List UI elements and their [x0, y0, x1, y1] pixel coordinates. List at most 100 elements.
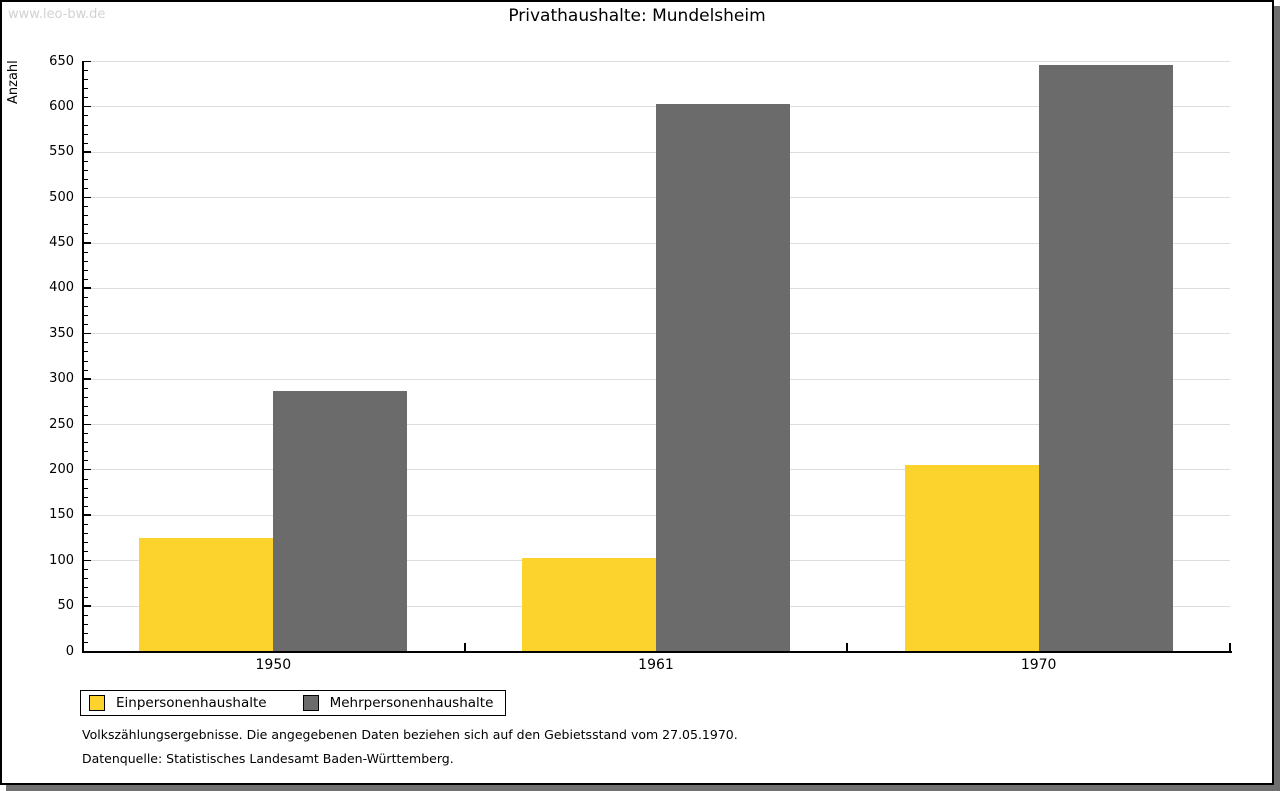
- y-minor-tick: [84, 188, 88, 190]
- footnote-datenquelle: Datenquelle: Statistisches Landesamt Bad…: [82, 751, 454, 766]
- y-minor-tick: [84, 387, 88, 389]
- y-major-tick: [84, 196, 91, 199]
- y-tick-label: 0: [65, 643, 74, 659]
- y-minor-tick: [84, 496, 88, 498]
- y-minor-tick: [84, 578, 88, 580]
- bar-einpersonenhaushalte-1961: [522, 558, 656, 651]
- legend-label-mehrpersonenhaushalte: Mehrpersonenhaushalte: [329, 695, 494, 711]
- y-minor-tick: [84, 369, 88, 371]
- legend-label-einpersonenhaushalte: Einpersonenhaushalte: [116, 695, 267, 711]
- watermark-link: www.leo-bw.de: [8, 7, 106, 22]
- y-minor-tick: [84, 133, 88, 135]
- y-minor-tick: [84, 124, 88, 126]
- y-minor-tick: [84, 596, 88, 598]
- bar-einpersonenhaushalte-1970: [904, 465, 1039, 651]
- y-minor-tick: [84, 206, 88, 208]
- chart-title: Privathaushalte: Mundelsheim: [508, 6, 766, 26]
- legend-item-mehrpersonenhaushalte: Mehrpersonenhaushalte: [302, 695, 494, 711]
- y-minor-tick: [84, 433, 88, 435]
- y-major-tick: [84, 559, 91, 562]
- y-tick-label: 300: [49, 371, 74, 387]
- y-minor-tick: [84, 142, 88, 144]
- x-tick-label: 1950: [255, 657, 292, 673]
- y-minor-tick: [84, 623, 88, 625]
- y-tick-label: 250: [49, 416, 74, 432]
- y-major-tick: [84, 151, 91, 153]
- y-major-tick: [84, 378, 91, 380]
- y-minor-tick: [84, 569, 88, 571]
- y-tick-label: 350: [49, 325, 74, 341]
- y-minor-tick: [84, 278, 88, 280]
- y-minor-tick: [84, 215, 88, 217]
- y-major-tick: [84, 60, 91, 62]
- y-minor-tick: [84, 442, 88, 444]
- y-minor-tick: [84, 233, 88, 235]
- y-tick-label: 400: [49, 280, 74, 296]
- y-minor-tick: [84, 97, 88, 99]
- y-minor-tick: [84, 260, 88, 262]
- y-minor-tick: [84, 587, 88, 589]
- y-minor-tick: [84, 614, 88, 616]
- y-minor-tick: [84, 396, 88, 398]
- y-minor-tick: [84, 179, 88, 180]
- y-tick-label: 500: [49, 189, 74, 205]
- y-major-tick: [84, 423, 91, 426]
- y-major-tick: [84, 514, 91, 516]
- y-major-tick: [84, 242, 91, 244]
- y-minor-tick: [84, 306, 88, 308]
- x-boundary-tick: [463, 643, 466, 651]
- y-minor-tick: [84, 224, 88, 226]
- bar-mehrpersonenhaushalte-1970: [1038, 65, 1173, 651]
- y-minor-tick: [84, 641, 88, 643]
- y-minor-tick: [84, 551, 88, 553]
- y-minor-tick: [84, 505, 88, 507]
- y-major-tick: [84, 332, 91, 335]
- y-minor-tick: [84, 460, 88, 462]
- y-axis-line: [82, 61, 84, 651]
- y-minor-tick: [84, 79, 88, 81]
- x-boundary-tick: [1229, 643, 1231, 651]
- y-gridline: [82, 61, 1230, 62]
- y-major-tick: [84, 105, 91, 108]
- y-major-tick: [84, 650, 91, 652]
- y-tick-label: 200: [49, 461, 74, 477]
- y-tick-label: 50: [57, 598, 74, 614]
- y-tick-label: 450: [49, 235, 74, 251]
- y-minor-tick: [84, 88, 88, 90]
- y-minor-tick: [84, 342, 88, 344]
- y-minor-tick: [84, 451, 88, 453]
- legend-swatch-mehrpersonenhaushalte: [302, 695, 319, 711]
- legend-item-einpersonenhaushalte: Einpersonenhaushalte: [89, 695, 267, 711]
- bar-einpersonenhaushalte-1950: [139, 538, 274, 651]
- y-minor-tick: [84, 487, 88, 489]
- y-tick-label: 600: [49, 98, 74, 114]
- footnote-gebietsstand: Volkszählungsergebnisse. Die angegebenen…: [82, 727, 738, 742]
- legend: Einpersonenhaushalte Mehrpersonenhaushal…: [80, 690, 507, 716]
- y-minor-tick: [84, 533, 88, 534]
- bar-mehrpersonenhaushalte-1950: [273, 391, 408, 651]
- y-tick-label: 550: [49, 144, 74, 160]
- bar-mehrpersonenhaushalte-1961: [656, 104, 790, 651]
- x-boundary-tick: [846, 643, 849, 651]
- y-minor-tick: [84, 360, 88, 362]
- y-minor-tick: [84, 324, 88, 326]
- y-minor-tick: [84, 251, 88, 253]
- plot-area: 1950 1961 1970 0 50 100 150 200 250 300 350 400 450 5…: [2, 2, 1272, 783]
- x-tick-label: 1961: [638, 657, 674, 673]
- y-tick-label: 100: [49, 552, 74, 568]
- y-minor-tick: [84, 315, 88, 317]
- y-minor-tick: [84, 523, 88, 525]
- y-major-tick: [84, 605, 91, 607]
- y-minor-tick: [84, 351, 88, 353]
- y-major-tick: [84, 468, 91, 471]
- y-minor-tick: [84, 160, 88, 162]
- y-minor-tick: [84, 169, 88, 171]
- y-minor-tick: [84, 478, 88, 480]
- y-minor-tick: [84, 297, 88, 298]
- y-minor-tick: [84, 542, 88, 544]
- y-minor-tick: [84, 269, 88, 271]
- legend-swatch-einpersonenhaushalte: [89, 695, 105, 711]
- y-minor-tick: [84, 405, 88, 407]
- y-tick-label: 650: [49, 53, 74, 69]
